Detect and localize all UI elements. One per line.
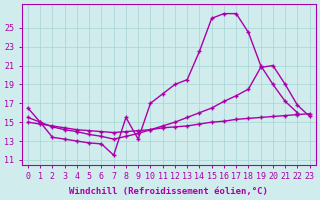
- X-axis label: Windchill (Refroidissement éolien,°C): Windchill (Refroidissement éolien,°C): [69, 187, 268, 196]
